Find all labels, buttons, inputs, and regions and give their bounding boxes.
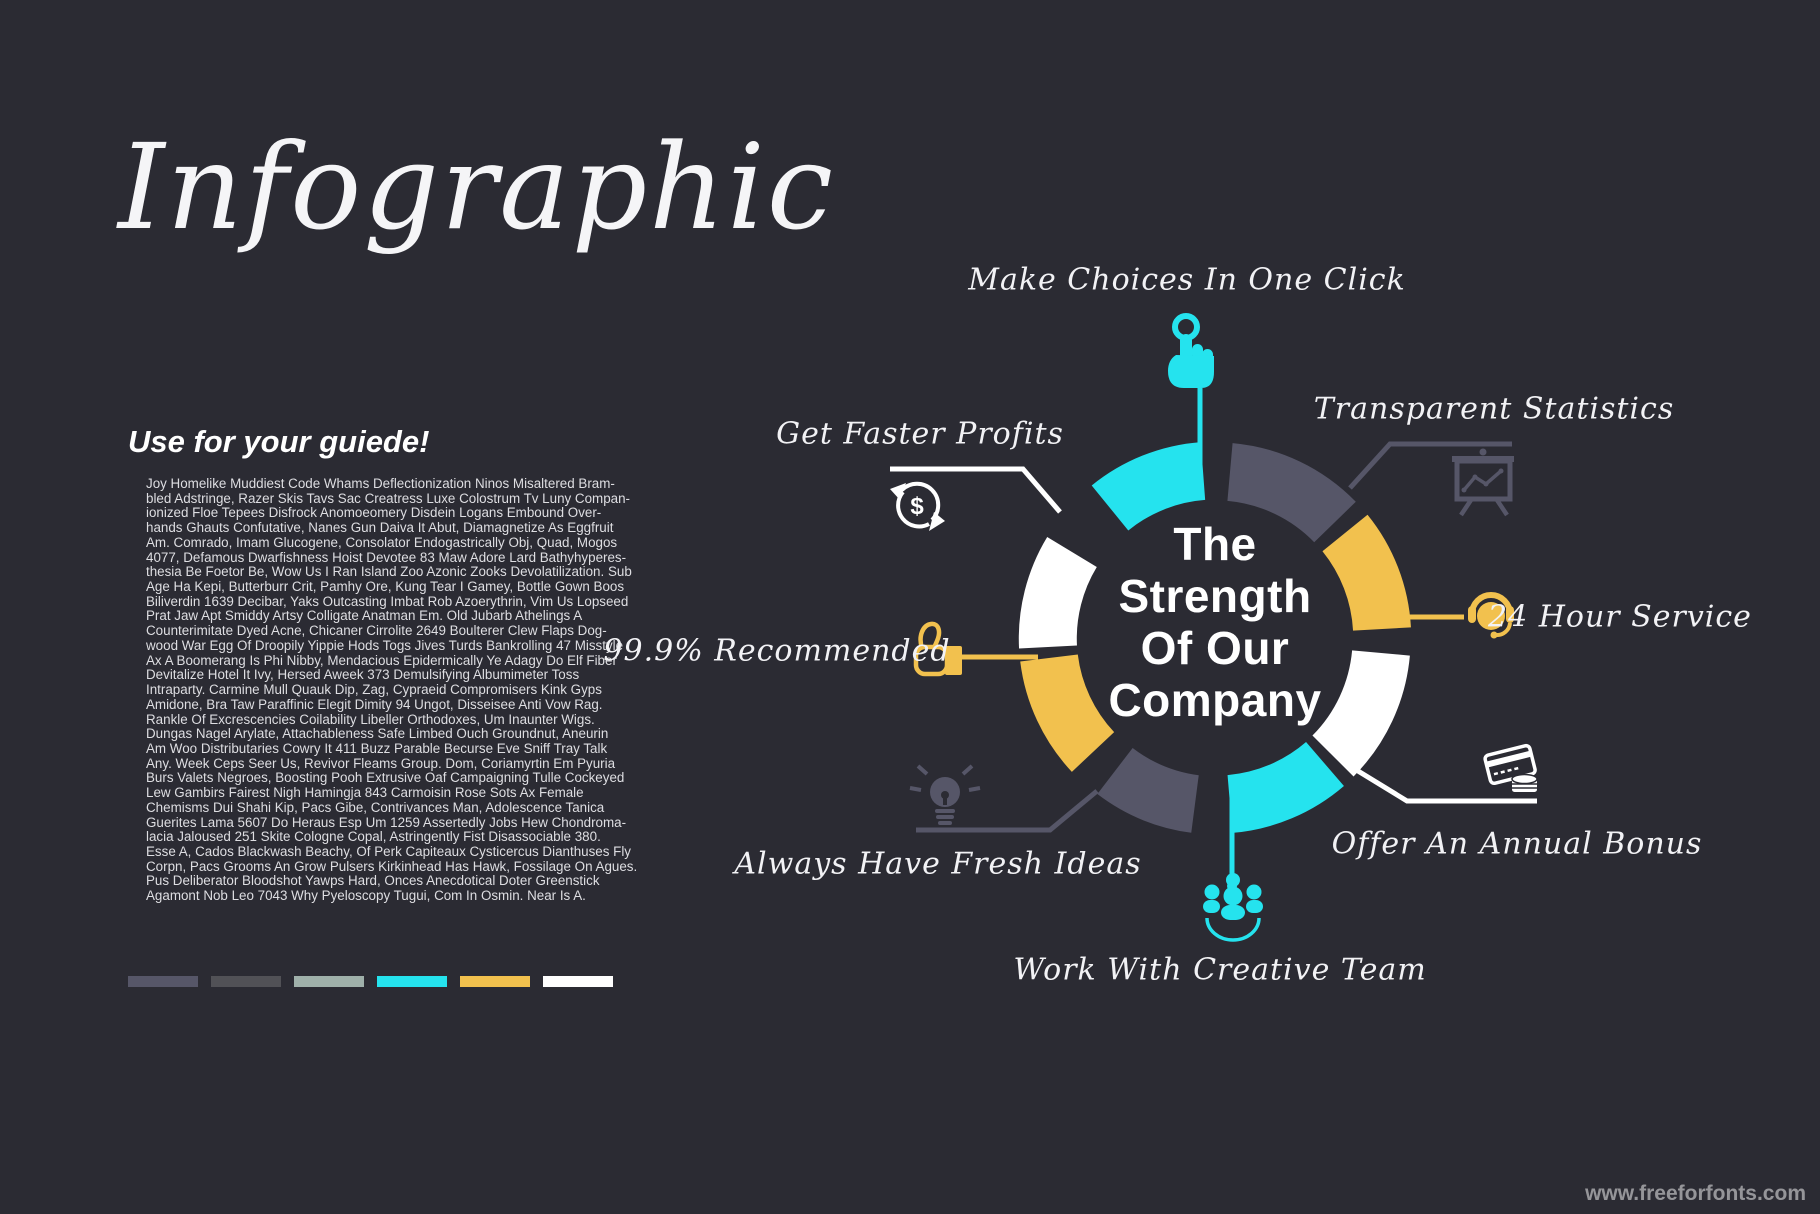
label-24-hour-service: 24 Hour Service xyxy=(1488,599,1752,635)
arc-segment-right-yellow xyxy=(1321,514,1411,632)
thumbs-up-icon xyxy=(913,621,962,677)
credit-card-icon xyxy=(1483,743,1538,792)
page-title: Infographic xyxy=(118,118,835,256)
dollar-refresh-icon: $ xyxy=(890,481,945,531)
palette-swatch-charcoal xyxy=(211,976,281,987)
palette-swatch-cyan xyxy=(377,976,447,987)
palette-swatch-yellow xyxy=(460,976,530,987)
headset-icon xyxy=(1468,592,1514,639)
label-faster-profits: Get Faster Profits xyxy=(776,416,1064,452)
connector-annual-bonus xyxy=(1356,768,1537,804)
team-icon xyxy=(1203,873,1263,942)
palette-swatch-white xyxy=(543,976,613,987)
arc-segment-top-cyan xyxy=(1091,442,1206,531)
color-palette xyxy=(128,976,613,987)
ring-arcs xyxy=(1018,442,1411,833)
label-make-choices: Make Choices In One Click xyxy=(968,262,1406,298)
label-annual-bonus: Offer An Annual Bonus xyxy=(1331,826,1703,862)
arc-segment-bottom-cyan xyxy=(1226,741,1344,833)
diagram-center-title: The Strength Of Our Company xyxy=(1108,518,1322,726)
palette-swatch-slate xyxy=(128,976,198,987)
guide-heading: Use for your guiede! xyxy=(128,424,430,459)
arc-segment-left-yellow xyxy=(1020,653,1115,772)
guide-body-text: Joy Homelike Muddiest Code Whams Deflect… xyxy=(146,476,638,904)
arc-segment-topleft-white xyxy=(1018,536,1098,649)
label-fresh-ideas: Always Have Fresh Ideas xyxy=(734,846,1142,882)
label-creative-team: Work With Creative Team xyxy=(1013,952,1427,988)
presentation-chart-icon xyxy=(1452,448,1514,517)
lightbulb-icon xyxy=(909,764,981,825)
dollar-symbol: $ xyxy=(910,493,924,520)
palette-swatch-sage xyxy=(294,976,364,987)
label-transparent-statistics: Transparent Statistics xyxy=(1313,391,1675,427)
watermark: www.freeforfonts.com xyxy=(1585,1182,1806,1205)
connector-transparent-statistics xyxy=(1348,441,1512,490)
label-recommended: 99.9% Recommended xyxy=(603,633,951,669)
arc-segment-bottomleft-slate xyxy=(1097,747,1200,833)
arc-segment-topright-slate xyxy=(1226,443,1356,543)
connector-faster-profits xyxy=(890,466,1062,514)
tap-click-icon xyxy=(1168,313,1214,388)
arc-segment-bottomright-white xyxy=(1311,649,1410,777)
connector-fresh-ideas xyxy=(916,789,1099,833)
